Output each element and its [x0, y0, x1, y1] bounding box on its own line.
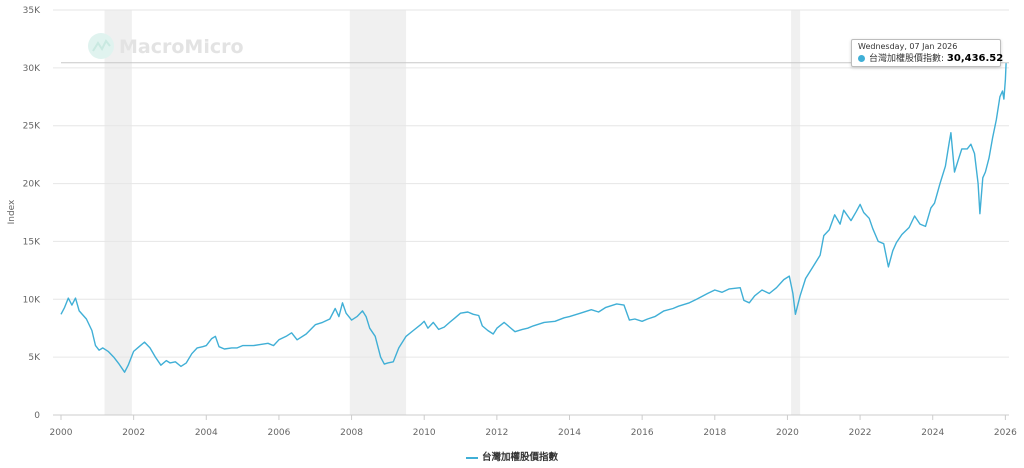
- watermark-text: MacroMicro: [119, 36, 244, 58]
- y-tick-label: 15K: [23, 237, 41, 247]
- x-tick-label: 2024: [921, 428, 944, 438]
- y-axis-ticks: 0 5K 10K 15K 20K 25K 30K 35K: [23, 6, 41, 421]
- y-tick-label: 5K: [28, 353, 41, 363]
- x-tick-label: 2020: [776, 428, 799, 438]
- x-tick-label: 2006: [267, 428, 290, 438]
- series-line-taiex[interactable]: [60, 62, 1007, 373]
- x-tick-label: 2008: [340, 428, 363, 438]
- recession-shading: [104, 10, 801, 415]
- series-dot-icon: [858, 55, 865, 62]
- macromicro-logo-icon: [88, 33, 114, 59]
- y-tick-label: 0: [34, 411, 40, 421]
- y-tick-label: 30K: [23, 64, 41, 74]
- recession-band-1: [349, 10, 407, 415]
- tooltip-row: 台灣加權股價指數: 30,436.52: [858, 52, 1003, 66]
- x-tick-label: 2002: [122, 428, 145, 438]
- legend-label: 台灣加權股價指數: [481, 452, 558, 463]
- y-axis-title: Index: [7, 199, 17, 224]
- watermark: MacroMicro: [88, 33, 244, 59]
- y-tick-label: 10K: [23, 295, 41, 305]
- x-tick-label: 2018: [703, 428, 726, 438]
- x-tick-label: 2012: [485, 428, 508, 438]
- y-tick-label: 25K: [23, 122, 41, 132]
- x-tick-label: 2000: [50, 428, 73, 438]
- y-tick-label: 20K: [23, 180, 41, 190]
- grid-lines: [53, 9, 1009, 416]
- y-tick-label: 35K: [23, 6, 41, 16]
- tooltip-series-label: 台灣加權股價指數:: [869, 54, 945, 64]
- tooltip-date: Wednesday, 07 Jan 2026: [858, 42, 958, 51]
- x-axis-ticks: 2000 2002 2004 2006 2008 2010 2012 2014 2016 2018…: [50, 415, 1017, 438]
- recession-band-0: [104, 10, 132, 415]
- x-tick-label: 2026: [994, 428, 1017, 438]
- x-tick-label: 2014: [558, 428, 581, 438]
- x-tick-label: 2022: [849, 428, 872, 438]
- x-tick-label: 2004: [195, 428, 218, 438]
- legend-line-icon: [465, 456, 478, 459]
- recession-band-2: [791, 10, 801, 415]
- tooltip: Wednesday, 07 Jan 2026 台灣加權股價指數: 30,436.…: [851, 39, 1003, 67]
- x-tick-label: 2016: [631, 428, 654, 438]
- x-tick-label: 2010: [413, 428, 436, 438]
- tooltip-value: 30,436.52: [946, 53, 1004, 64]
- legend[interactable]: 台灣加權股價指數: [0, 452, 1024, 464]
